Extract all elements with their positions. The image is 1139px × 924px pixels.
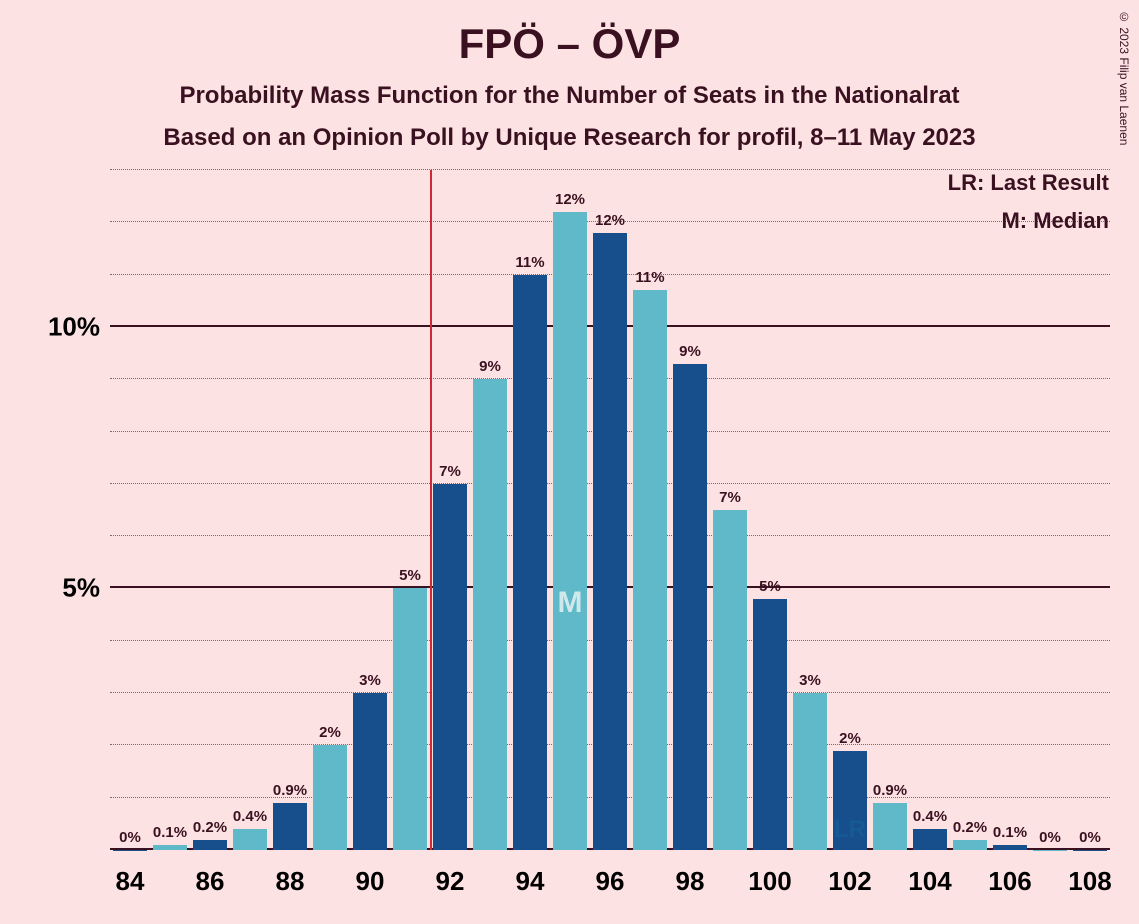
bar-value-label: 5% [745, 578, 795, 595]
bar-value-label: 7% [425, 463, 475, 480]
bar [353, 693, 387, 850]
bar [513, 275, 547, 850]
gridline-minor [110, 169, 1110, 170]
copyright-label: © 2023 Filip van Laenen [1117, 10, 1131, 145]
x-tick-label: 94 [516, 866, 545, 897]
y-tick-label: 5% [40, 573, 100, 604]
bar [193, 840, 227, 850]
x-tick-label: 106 [988, 866, 1031, 897]
bar-value-label: 12% [585, 212, 635, 229]
bar [153, 845, 187, 850]
chart-subtitle-1: Probability Mass Function for the Number… [0, 82, 1139, 110]
bar-value-label: 9% [465, 358, 515, 375]
bar [873, 803, 907, 850]
bar-value-label: 7% [705, 489, 755, 506]
bar [433, 484, 467, 850]
chart-subtitle-2: Based on an Opinion Poll by Unique Resea… [0, 124, 1139, 152]
bar [833, 751, 867, 850]
bar-value-label: 9% [665, 343, 715, 360]
chart-title: FPÖ – ÖVP [0, 20, 1139, 68]
bar-value-label: 11% [505, 254, 555, 271]
x-tick-label: 108 [1068, 866, 1111, 897]
bar-value-label: 0.4% [225, 808, 275, 825]
bar [673, 364, 707, 850]
majority-threshold-line [430, 170, 432, 850]
x-tick-label: 86 [196, 866, 225, 897]
plot-area: 0%0.1%0.2%0.4%0.9%2%3%5%7%9%11%12%M12%11… [110, 170, 1110, 850]
x-tick-label: 84 [116, 866, 145, 897]
x-tick-label: 90 [356, 866, 385, 897]
bar [553, 212, 587, 850]
bar [793, 693, 827, 850]
bar-value-label: 2% [305, 724, 355, 741]
bar-value-label: 0% [1065, 829, 1115, 846]
bar [953, 840, 987, 850]
bar [593, 233, 627, 850]
bar-value-label: 0.9% [865, 782, 915, 799]
x-tick-label: 96 [596, 866, 625, 897]
bar [753, 599, 787, 850]
x-tick-label: 100 [748, 866, 791, 897]
bar [1033, 850, 1067, 851]
bar [473, 379, 507, 850]
y-tick-label: 10% [40, 311, 100, 342]
bar-value-label: 3% [345, 672, 395, 689]
x-tick-label: 104 [908, 866, 951, 897]
bar-value-label: 12% [545, 191, 595, 208]
bar [393, 588, 427, 850]
bar-value-label: 11% [625, 269, 675, 286]
x-tick-label: 92 [436, 866, 465, 897]
bar-value-label: 2% [825, 730, 875, 747]
x-tick-label: 88 [276, 866, 305, 897]
bar [993, 845, 1027, 850]
bar [713, 510, 747, 850]
bars-region: 0%0.1%0.2%0.4%0.9%2%3%5%7%9%11%12%M12%11… [110, 170, 1110, 850]
bar [113, 850, 147, 851]
bar [313, 745, 347, 850]
bar [913, 829, 947, 850]
bar-value-label: 3% [785, 672, 835, 689]
bar-value-label: 0.9% [265, 782, 315, 799]
bar [633, 290, 667, 850]
bar-value-label: 5% [385, 567, 435, 584]
bar [1073, 850, 1107, 851]
bar [233, 829, 267, 850]
x-tick-label: 102 [828, 866, 871, 897]
bar [273, 803, 307, 850]
x-tick-label: 98 [676, 866, 705, 897]
chart-container: FPÖ – ÖVP Probability Mass Function for … [0, 0, 1139, 924]
